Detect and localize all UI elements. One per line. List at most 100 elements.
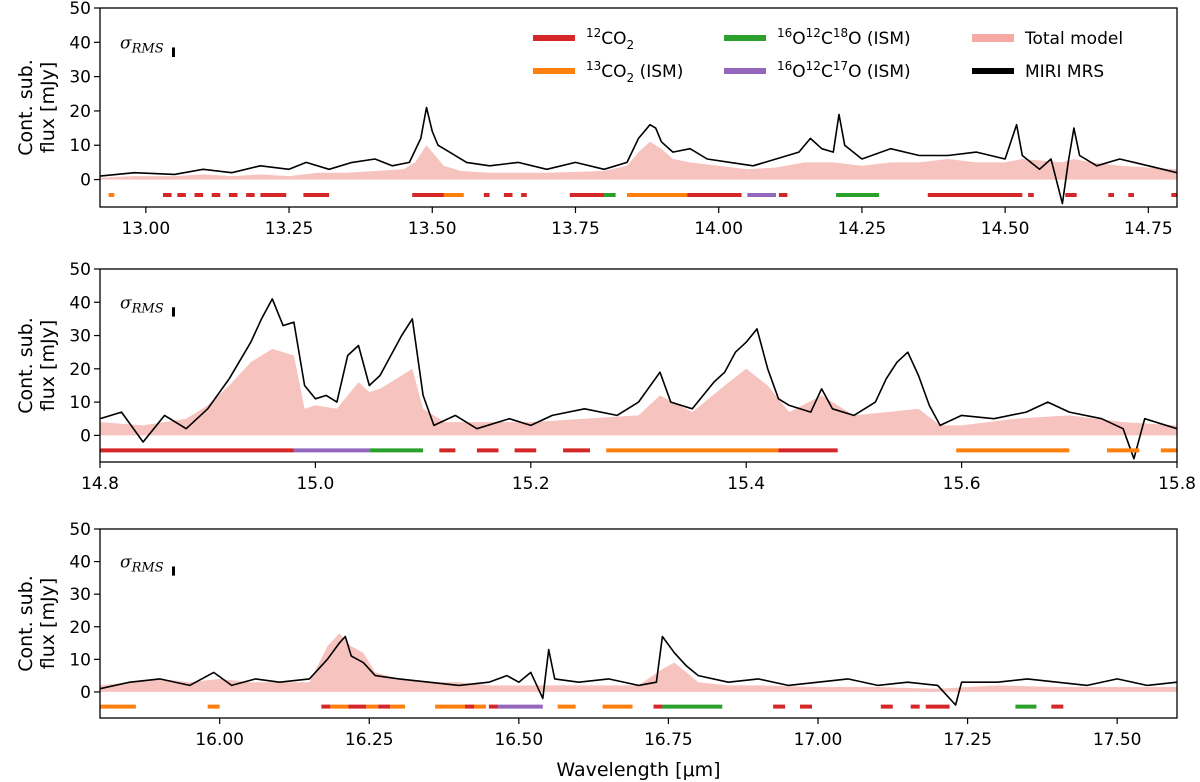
x-tick-label: 14.50 bbox=[981, 219, 1030, 239]
sigma-rms-label: σRMS bbox=[120, 33, 164, 56]
legend-item-co2_13: 13CO2 (ISM) bbox=[533, 59, 683, 85]
panel-3: 0 10 20 30 40 50 16.00 16.25 16.50 16.75 17.00 17.2… bbox=[15, 520, 1178, 781]
y-tick-label: 10 bbox=[69, 136, 91, 156]
subscript: 2 bbox=[627, 38, 635, 52]
axes-frame bbox=[99, 7, 1178, 208]
label-text: C bbox=[821, 29, 833, 49]
legend-item-model: Total model bbox=[972, 29, 1123, 49]
plot-area bbox=[100, 106, 1177, 205]
axes-frame bbox=[99, 268, 1178, 463]
y-tick-label: 50 bbox=[69, 0, 91, 19]
sigma-symbol: σ bbox=[120, 553, 132, 573]
sigma-subscript: RMS bbox=[131, 561, 164, 576]
panel-2: 0 10 20 30 40 50 14.8 15.0 15.2 15.4 15.6 15.8 Cont.… bbox=[15, 260, 1196, 494]
superscript: 12 bbox=[806, 59, 821, 73]
rms-error-bar bbox=[172, 307, 175, 317]
sigma-symbol: σ bbox=[120, 293, 132, 313]
y-axis-label-line1: Cont. sub. bbox=[15, 575, 37, 672]
legend-item-co2_12: 12CO2 bbox=[533, 26, 634, 52]
y-tick-label: 30 bbox=[69, 585, 91, 605]
x-tick-label: 14.8 bbox=[81, 474, 119, 494]
plot-area bbox=[100, 633, 1177, 709]
miri-mrs-spectrum bbox=[100, 106, 1177, 205]
label-text: (ISM) bbox=[862, 29, 911, 49]
superscript: 16 bbox=[777, 59, 792, 73]
y-axis-label: Cont. sub.flux [mJy] bbox=[15, 59, 59, 156]
x-tick-label: 17.00 bbox=[794, 730, 843, 750]
legend-item-obs: MIRI MRS bbox=[972, 62, 1104, 82]
label-text: MIRI MRS bbox=[1025, 62, 1104, 82]
sigma-subscript: RMS bbox=[131, 301, 164, 316]
y-tick-label: 30 bbox=[69, 68, 91, 88]
y-tick-label: 20 bbox=[69, 102, 91, 122]
y-axis-label-line1: Cont. sub. bbox=[15, 317, 37, 414]
y-axis-label: Cont. sub.flux [mJy] bbox=[15, 317, 59, 414]
y-tick-label: 0 bbox=[80, 683, 91, 703]
x-tick-label: 14.00 bbox=[694, 219, 743, 239]
label-text: O bbox=[792, 62, 805, 82]
label-text: C bbox=[821, 62, 833, 82]
y-axis-label-line2: flux [mJy] bbox=[37, 320, 59, 411]
y-axis-label-line2: flux [mJy] bbox=[37, 578, 59, 669]
y-axis-label-line1: Cont. sub. bbox=[15, 59, 37, 156]
total-model-area bbox=[100, 348, 1177, 436]
x-tick-label: 16.25 bbox=[345, 730, 394, 750]
label-text: (ISM) bbox=[862, 62, 911, 82]
rms-error-bar bbox=[172, 47, 175, 58]
axes-frame bbox=[99, 528, 1178, 719]
total-model-area bbox=[100, 633, 1177, 692]
superscript: 12 bbox=[586, 26, 601, 40]
y-tick-label: 50 bbox=[69, 520, 91, 540]
x-tick-label: 13.75 bbox=[551, 219, 600, 239]
x-tick-label: 13.00 bbox=[121, 219, 170, 239]
superscript: 18 bbox=[833, 26, 848, 40]
y-tick-label: 20 bbox=[69, 360, 91, 380]
miri-mrs-spectrum bbox=[100, 298, 1177, 460]
label-text: CO bbox=[601, 29, 626, 49]
superscript: 12 bbox=[806, 26, 821, 40]
superscript: 16 bbox=[777, 26, 792, 40]
y-tick-label: 10 bbox=[69, 393, 91, 413]
label-text: CO bbox=[601, 62, 626, 82]
rms-error-bar bbox=[172, 566, 175, 576]
subscript: 2 bbox=[627, 71, 635, 85]
x-tick-label: 16.50 bbox=[494, 730, 543, 750]
legend-item-o18: 16O12C18O (ISM) bbox=[724, 26, 911, 49]
sigma-subscript: RMS bbox=[131, 41, 164, 56]
x-tick-label: 15.4 bbox=[727, 474, 765, 494]
panel-1: 0 10 20 30 40 50 13.00 13.25 13.50 13.75 14.00 14.2… bbox=[15, 0, 1178, 239]
legend-label: MIRI MRS bbox=[1025, 62, 1104, 82]
x-tick-label: 14.75 bbox=[1124, 219, 1173, 239]
legend-label: 13CO2 (ISM) bbox=[586, 59, 683, 85]
y-tick-label: 20 bbox=[69, 618, 91, 638]
total-model-area bbox=[100, 141, 1177, 180]
label-text: O bbox=[848, 29, 861, 49]
x-tick-label: 15.2 bbox=[512, 474, 550, 494]
miri-mrs-spectrum bbox=[100, 635, 1177, 706]
x-tick-label: 15.8 bbox=[1158, 474, 1196, 494]
y-tick-label: 0 bbox=[80, 426, 91, 446]
label-text: O bbox=[848, 62, 861, 82]
label-text: O bbox=[792, 29, 805, 49]
legend-label: 16O12C18O (ISM) bbox=[777, 26, 911, 49]
y-tick-label: 30 bbox=[69, 327, 91, 347]
legend-item-o17: 16O12C17O (ISM) bbox=[724, 59, 911, 82]
y-tick-label: 40 bbox=[69, 293, 91, 313]
x-tick-label: 16.75 bbox=[644, 730, 693, 750]
x-tick-label: 17.25 bbox=[943, 730, 992, 750]
y-tick-label: 10 bbox=[69, 650, 91, 670]
sigma-rms-label: σRMS bbox=[120, 293, 164, 316]
superscript: 13 bbox=[586, 59, 601, 73]
x-axis-label: Wavelength [μm] bbox=[556, 759, 720, 781]
y-tick-label: 0 bbox=[80, 171, 91, 191]
y-axis-label: Cont. sub.flux [mJy] bbox=[15, 575, 59, 672]
y-axis-label-line2: flux [mJy] bbox=[37, 62, 59, 153]
x-tick-label: 16.00 bbox=[195, 730, 244, 750]
plot-area bbox=[100, 298, 1177, 460]
y-tick-label: 40 bbox=[69, 33, 91, 53]
sigma-rms-label: σRMS bbox=[120, 553, 164, 576]
label-text: Total model bbox=[1024, 29, 1123, 49]
superscript: 17 bbox=[833, 59, 848, 73]
